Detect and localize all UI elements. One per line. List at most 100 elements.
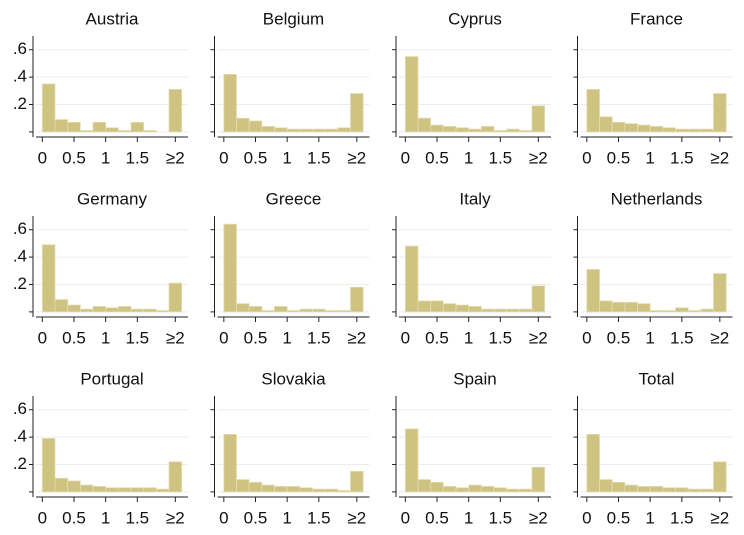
bar [687, 310, 702, 313]
x-tick-label: ≥2 [710, 148, 729, 167]
bar [442, 486, 457, 493]
bar [713, 273, 727, 313]
x-tick-label: 0.5 [425, 508, 449, 527]
x-tick-label: ≥2 [347, 508, 366, 527]
bar [531, 285, 546, 313]
bar [54, 119, 69, 133]
panel-title: Greece [266, 189, 322, 208]
x-tick-label: ≥2 [710, 328, 729, 347]
panel-title: Spain [453, 369, 496, 388]
bar [117, 487, 132, 493]
bar [299, 487, 313, 493]
bar [312, 488, 326, 493]
bar [637, 486, 651, 493]
bar [236, 117, 250, 133]
bar [662, 127, 676, 133]
bar [324, 310, 339, 313]
bar [274, 306, 288, 313]
x-tick-label: 1 [464, 148, 473, 167]
x-tick-label: 1 [282, 328, 291, 347]
bar [350, 286, 364, 313]
x-tick-label: ≥2 [529, 508, 548, 527]
bar [611, 301, 626, 313]
bar [430, 300, 444, 313]
panel: Austria .2 .4 .6 0 0.5 1 1.5 ≥2 [13, 9, 188, 167]
bar [168, 89, 183, 133]
bar [662, 487, 676, 493]
bar [468, 484, 482, 493]
bar [404, 245, 419, 313]
x-tick-label: 1.5 [489, 148, 513, 167]
bar [506, 308, 520, 313]
y-tick-label: .6 [13, 219, 27, 238]
bar [286, 486, 301, 493]
bar [286, 128, 301, 133]
x-tick-label: 1 [645, 328, 654, 347]
panel: Total 0 0.5 1 1.5 ≥2 [573, 369, 733, 527]
x-tick-label: 0.5 [244, 148, 268, 167]
bar [468, 306, 482, 313]
bar [223, 73, 237, 133]
bar [236, 303, 250, 313]
bar [675, 128, 689, 133]
x-tick-label: 0.5 [62, 508, 86, 527]
bar [493, 130, 508, 133]
x-tick-label: 1 [282, 508, 291, 527]
x-tick-label: 1.5 [307, 508, 331, 527]
x-tick-label: ≥2 [347, 328, 366, 347]
y-tick-label: .4 [13, 247, 27, 266]
x-tick-label: 0 [38, 508, 47, 527]
bar [168, 461, 183, 493]
bar [324, 128, 339, 133]
x-tick-label: 0 [582, 508, 591, 527]
bar [261, 310, 275, 313]
bar [480, 126, 495, 133]
bar [518, 488, 533, 493]
bar [299, 128, 313, 133]
bar [599, 116, 613, 133]
bar [337, 490, 351, 493]
x-tick-label: 1.5 [126, 508, 150, 527]
x-tick-label: 0.5 [607, 508, 631, 527]
bar [105, 487, 119, 493]
x-tick-label: 1.5 [489, 508, 513, 527]
panel: Cyprus 0 0.5 1 1.5 ≥2 [392, 9, 551, 167]
bar [687, 128, 702, 133]
bar [480, 308, 495, 313]
panel-title: Italy [459, 189, 491, 208]
bar [506, 488, 520, 493]
x-tick-label: 1 [101, 148, 110, 167]
bar [599, 300, 613, 313]
bar [404, 428, 419, 493]
x-tick-label: 1.5 [670, 508, 694, 527]
x-tick-label: 0 [401, 508, 410, 527]
bar [611, 481, 626, 493]
x-tick-label: 0.5 [607, 148, 631, 167]
bar [713, 461, 727, 493]
panel: Slovakia 0 0.5 1 1.5 ≥2 [210, 369, 370, 527]
panel: France 0 0.5 1 1.5 ≥2 [573, 9, 733, 167]
bar [586, 433, 600, 493]
panel: Spain 0 0.5 1 1.5 ≥2 [392, 369, 551, 527]
bar [586, 269, 600, 313]
y-tick-label: .2 [13, 94, 27, 113]
bar [261, 484, 275, 493]
bar [518, 308, 533, 313]
bar [637, 124, 651, 133]
panel: Greece 0 0.5 1 1.5 ≥2 [210, 189, 370, 347]
bar [531, 466, 546, 493]
x-tick-label: 1 [464, 508, 473, 527]
bar [350, 470, 364, 493]
x-tick-label: 0 [582, 328, 591, 347]
bar [223, 433, 237, 493]
bar [143, 130, 157, 133]
panel-title: Total [639, 369, 675, 388]
panel-title: Netherlands [611, 189, 703, 208]
bar [713, 93, 727, 133]
panel-title: Germany [77, 189, 147, 208]
x-tick-label: 1.5 [126, 148, 150, 167]
bar [236, 479, 250, 493]
bar [274, 486, 288, 493]
x-tick-label: 0.5 [62, 328, 86, 347]
x-tick-label: 1 [645, 148, 654, 167]
